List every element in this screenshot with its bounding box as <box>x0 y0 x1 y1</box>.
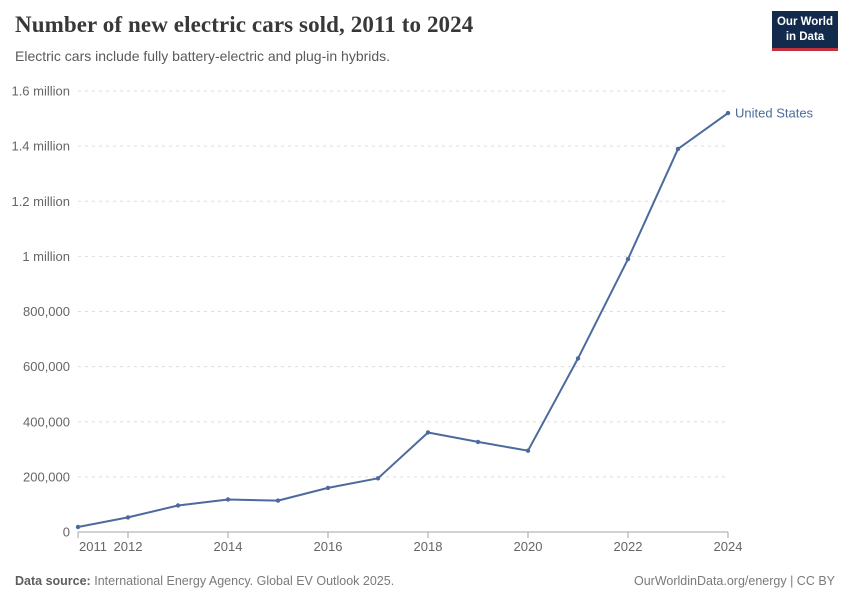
chart-subtitle: Electric cars include fully battery-elec… <box>15 48 391 64</box>
y-axis-label: 1.6 million <box>11 84 70 99</box>
x-axis-label: 2011 <box>79 539 107 554</box>
data-point[interactable] <box>125 515 131 520</box>
data-point[interactable] <box>725 110 731 116</box>
data-point[interactable] <box>475 439 481 445</box>
data-source-label: Data source: <box>15 574 91 588</box>
y-axis-label: 200,000 <box>23 469 70 484</box>
owid-logo-line1: Our World <box>776 16 833 28</box>
y-axis-label: 0 <box>63 525 70 540</box>
x-axis-label: 2022 <box>614 539 643 554</box>
data-source-text: International Energy Agency. Global EV O… <box>94 574 395 588</box>
data-line[interactable] <box>77 112 729 528</box>
y-axis-label: 1 million <box>22 249 70 264</box>
x-axis-label: 2020 <box>514 539 543 554</box>
y-axis-label: 1.2 million <box>11 194 70 209</box>
y-axis-label: 1.4 million <box>11 139 70 154</box>
series-label[interactable]: United States <box>735 106 814 121</box>
data-point[interactable] <box>675 146 681 152</box>
figure-footer: Data source: International Energy Agency… <box>15 574 835 588</box>
x-axis-label: 2014 <box>214 539 243 554</box>
x-axis-label: 2012 <box>114 539 143 554</box>
x-axis-label: 2024 <box>714 539 743 554</box>
data-point[interactable] <box>575 356 581 361</box>
y-axis-label: 400,000 <box>23 414 70 429</box>
owid-logo[interactable]: Our World in Data <box>772 11 838 51</box>
data-point[interactable] <box>325 485 331 491</box>
data-point[interactable] <box>425 430 431 435</box>
chart-title: Number of new electric cars sold, 2011 t… <box>15 12 474 37</box>
x-axis-label: 2018 <box>414 539 443 554</box>
data-point[interactable] <box>625 256 631 262</box>
data-point[interactable] <box>175 503 181 508</box>
credit-link[interactable]: OurWorldinData.org/energy | CC BY <box>633 574 835 588</box>
data-point[interactable] <box>275 498 281 503</box>
data-point[interactable] <box>225 497 231 502</box>
data-point[interactable] <box>525 448 531 453</box>
owid-logo-line2: in Data <box>785 31 825 43</box>
x-axis-label: 2016 <box>314 539 343 554</box>
y-axis-label: 800,000 <box>23 304 70 319</box>
y-axis-label: 600,000 <box>23 359 70 374</box>
data-point[interactable] <box>75 524 81 530</box>
data-source: Data source: International Energy Agency… <box>15 574 394 588</box>
data-point[interactable] <box>375 476 381 481</box>
